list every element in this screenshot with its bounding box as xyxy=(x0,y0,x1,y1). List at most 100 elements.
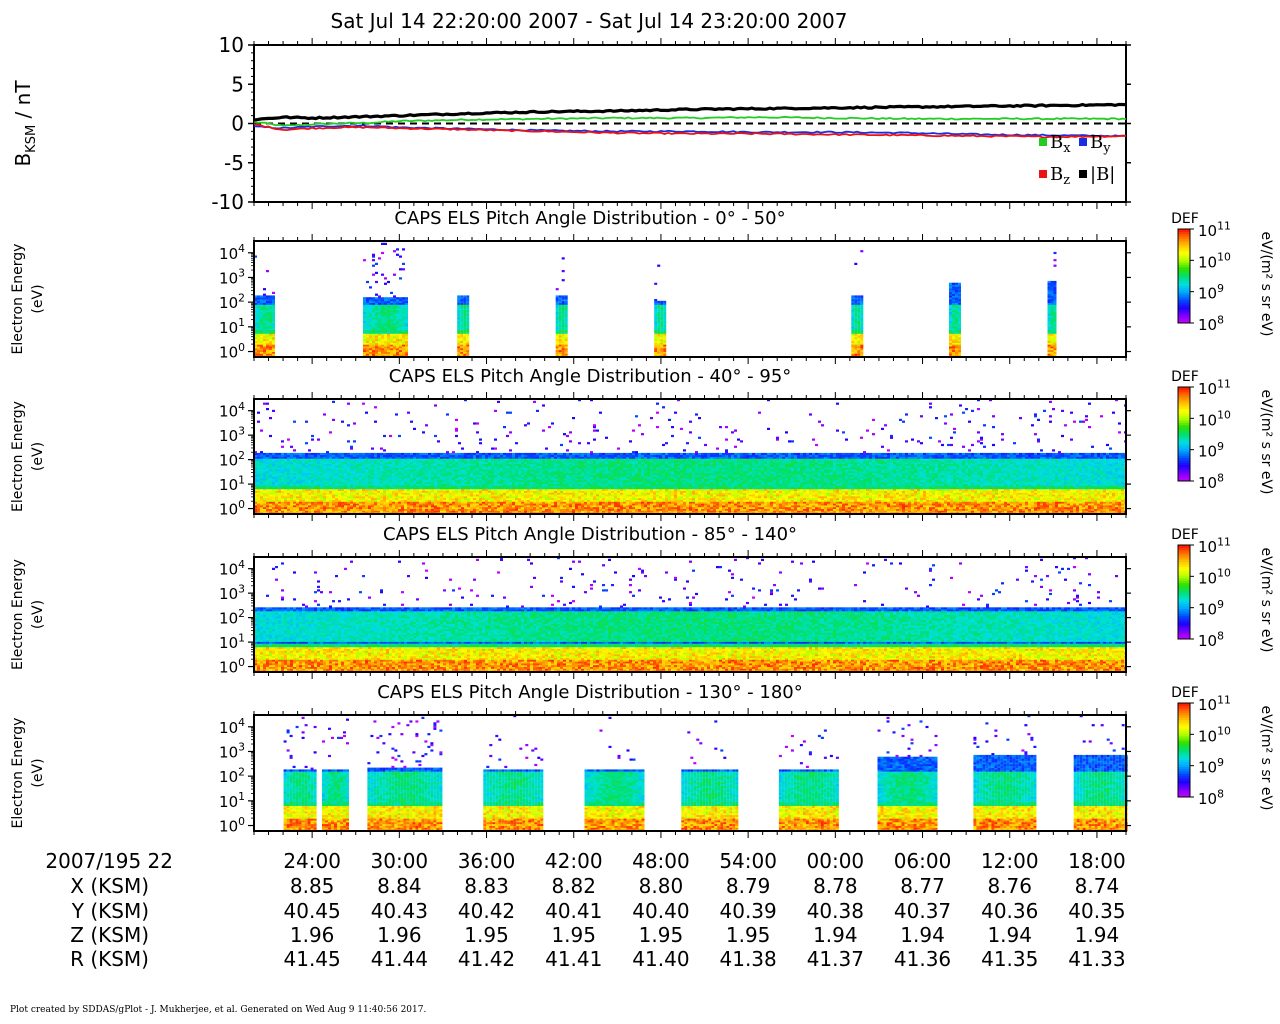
spectrogram-cell xyxy=(392,453,395,455)
colorbar-1: DEF10111010109108 eV/(m² s sr eV) xyxy=(1171,211,1274,336)
spectrogram-cell xyxy=(378,295,381,297)
spectrogram-cell xyxy=(857,335,860,337)
spectrogram-cell xyxy=(952,350,955,352)
plot-title: Sat Jul 14 22:20:00 2007 - Sat Jul 14 23… xyxy=(331,9,848,33)
spectrogram-cell xyxy=(380,448,383,450)
spectrogram-cell xyxy=(296,453,299,455)
legend-label: |B| xyxy=(1090,164,1115,185)
spectrogram-cell xyxy=(266,270,269,272)
spectrogram-cell xyxy=(463,306,466,308)
spectrogram-cell xyxy=(350,446,353,448)
spectrogram-cell xyxy=(562,321,565,323)
spectrogram-cell xyxy=(299,453,302,455)
panel-y-tick-label: 100 xyxy=(219,341,245,362)
spectrogram-cell xyxy=(460,350,463,352)
spectrogram-cell xyxy=(257,295,260,297)
spectrogram-cell xyxy=(359,453,362,455)
spectrogram-cell xyxy=(362,453,365,455)
spectrogram-cell xyxy=(372,254,375,256)
spectrogram-cell xyxy=(460,306,463,308)
spectrogram-cell xyxy=(854,295,857,297)
spectrogram-cell xyxy=(1051,335,1054,337)
spectrogram-cell xyxy=(562,257,565,259)
spectrogram-cell xyxy=(663,350,666,352)
spectrogram-cell xyxy=(269,306,272,308)
spectrogram-cell xyxy=(381,297,384,299)
spectrogram-cell xyxy=(260,451,263,453)
spectrogram-cell xyxy=(952,283,955,285)
spectrogram-cell xyxy=(463,321,466,323)
spectrogram-cell xyxy=(413,428,416,430)
spectrogram-cell xyxy=(272,292,275,294)
spectrogram-cell xyxy=(857,306,860,308)
spectrogram-cell xyxy=(413,453,416,455)
spectrogram-cell xyxy=(952,292,955,294)
spectrogram-cell xyxy=(476,422,479,424)
spectrogram-cell xyxy=(562,270,565,272)
spectrogram-cell xyxy=(257,335,260,337)
spectrogram-cell xyxy=(372,306,375,308)
panel-y-label-unit: (eV) xyxy=(30,442,46,471)
spectrogram-cell xyxy=(399,335,402,337)
panel-y-tick-label: 101 xyxy=(219,316,245,337)
legend-swatch xyxy=(1079,170,1087,178)
spectrogram-cell xyxy=(470,453,473,455)
spectrogram-cell xyxy=(257,453,260,455)
spectrogram-cell xyxy=(851,350,854,352)
spectrogram-cell xyxy=(269,453,272,455)
spectrogram-cell xyxy=(390,335,393,337)
spectrogram-cell xyxy=(380,453,383,455)
magnetometer-y-label: BKSM / nT xyxy=(11,80,39,167)
spectrogram-cell xyxy=(363,335,366,337)
spectrogram-cell xyxy=(365,412,368,414)
spectrogram-cell xyxy=(375,294,378,296)
spectrogram-cell xyxy=(293,453,296,455)
spectrogram-cell xyxy=(407,412,410,414)
spectrogram-cell xyxy=(958,350,961,352)
spectrogram-cell xyxy=(402,263,405,265)
spectrogram-cell xyxy=(663,321,666,323)
spectrogram-cell xyxy=(266,335,269,337)
spectrogram-cell xyxy=(374,453,377,455)
spectrogram-cell xyxy=(657,306,660,308)
spectrogram-cell xyxy=(290,453,293,455)
spectrogram-cell xyxy=(556,306,559,308)
spectrogram-cell xyxy=(457,335,460,337)
spectrogram-cell xyxy=(467,453,470,455)
spectrogram-cell xyxy=(393,306,396,308)
spectrogram-cell xyxy=(457,321,460,323)
spectrogram-cell xyxy=(372,321,375,323)
legend-swatch xyxy=(1039,170,1047,178)
spectrogram-cell xyxy=(434,435,437,437)
spectrogram-cell xyxy=(463,335,466,337)
spectrogram-cell xyxy=(399,321,402,323)
spectrogram-cell xyxy=(260,335,263,337)
spectrogram-cell xyxy=(263,306,266,308)
spectrogram-cell xyxy=(272,453,275,455)
spectrogram-cell xyxy=(1048,335,1051,337)
spectrogram-cell xyxy=(363,306,366,308)
spectrogram-cell xyxy=(854,321,857,323)
spectrogram-cell xyxy=(860,306,863,308)
spectrogram-cell xyxy=(362,403,365,405)
spectrogram-cell xyxy=(387,321,390,323)
spectrogram-cell xyxy=(559,335,562,337)
spectrogram-cell xyxy=(338,453,341,455)
spectrogram-cell xyxy=(958,321,961,323)
spectrogram-cell xyxy=(326,451,329,453)
spectrogram-cell xyxy=(323,453,326,455)
pitch-angle-panel-2: CAPS ELS Pitch Angle Distribution - 40° … xyxy=(10,366,1131,521)
spectrogram-cell xyxy=(311,435,314,437)
spectrogram-cell xyxy=(851,306,854,308)
magnetometer-y-tick-label: 0 xyxy=(231,112,244,136)
panel-y-label: Electron Energy xyxy=(10,401,26,512)
spectrogram-cell xyxy=(1048,321,1051,323)
spectrogram-cell xyxy=(854,350,857,352)
spectrogram-cell xyxy=(372,265,375,267)
spectrogram-cell xyxy=(390,292,393,294)
spectrogram-cell xyxy=(260,306,263,308)
panel-y-tick-label: 104 xyxy=(219,242,245,263)
spectrogram-cell xyxy=(269,435,272,437)
spectrogram-cell xyxy=(952,335,955,337)
spectrogram-cell xyxy=(443,453,446,455)
